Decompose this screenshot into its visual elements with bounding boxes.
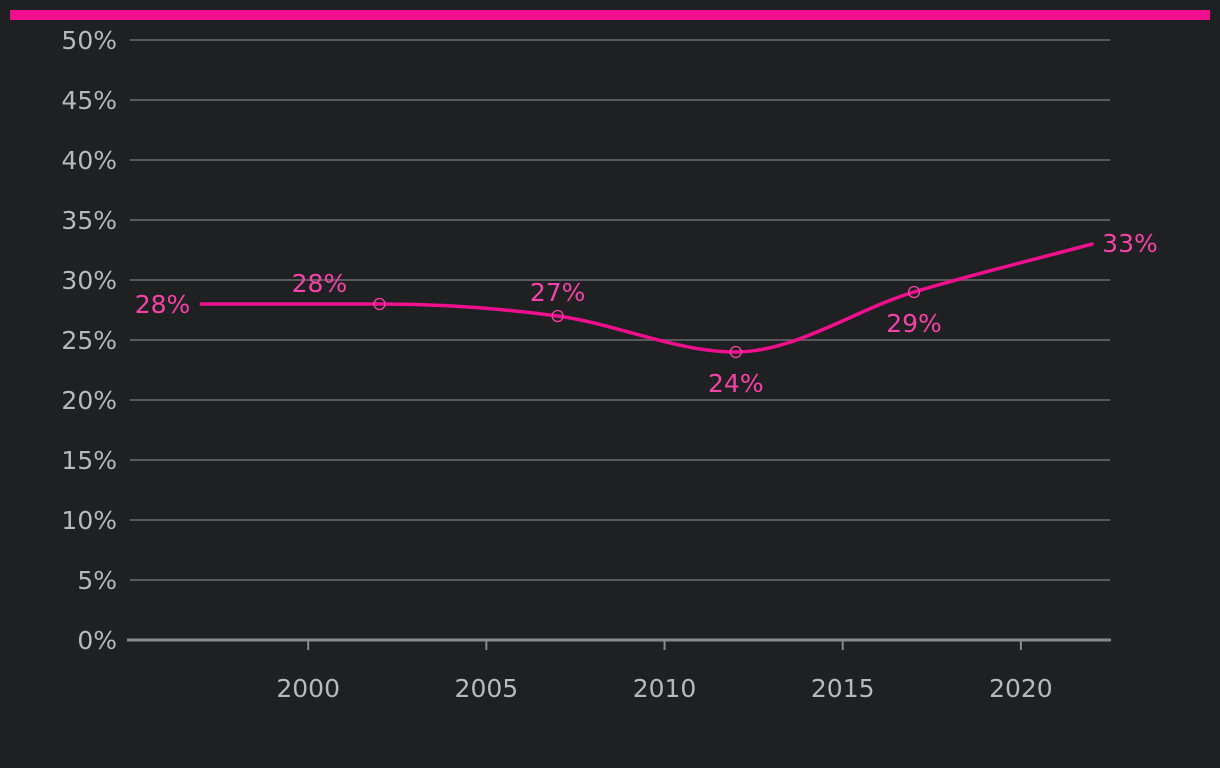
data-label: 24%	[708, 369, 764, 398]
x-tick-label: 2020	[989, 674, 1053, 703]
y-tick-label: 50%	[61, 26, 117, 55]
y-axis: 0% 5% 10% 15% 20% 25% 30% 35% 40% 45% 50%	[61, 26, 117, 655]
gridlines	[130, 39, 1110, 581]
data-label: 29%	[886, 309, 942, 338]
data-labels: 28% 28% 27% 24% 29% 33%	[135, 229, 1158, 398]
y-tick-label: 15%	[61, 446, 117, 475]
x-tick-label: 2010	[633, 674, 697, 703]
data-point	[907, 285, 921, 299]
x-axis: 2000 2005 2010 2015 2020	[127, 638, 1111, 703]
data-label: 28%	[135, 290, 191, 319]
y-tick-label: 30%	[61, 266, 117, 295]
y-tick-label: 10%	[61, 506, 117, 535]
series-group	[199, 242, 1094, 359]
x-tick-label: 2005	[455, 674, 519, 703]
x-tick-label: 2000	[276, 674, 340, 703]
y-tick-label: 35%	[61, 206, 117, 235]
y-tick-label: 0%	[77, 626, 117, 655]
y-tick-label: 25%	[61, 326, 117, 355]
data-label: 28%	[292, 269, 348, 298]
series-line	[199, 242, 1094, 354]
data-point	[373, 297, 386, 311]
y-tick-label: 20%	[61, 386, 117, 415]
data-label: 27%	[530, 278, 586, 307]
data-point	[551, 309, 564, 323]
data-label: 33%	[1102, 229, 1158, 258]
data-point	[729, 345, 742, 359]
accent-bar	[10, 10, 1210, 20]
x-tick-label: 2015	[811, 674, 875, 703]
y-tick-label: 40%	[61, 146, 117, 175]
y-tick-label: 45%	[61, 86, 117, 115]
y-tick-label: 5%	[77, 566, 117, 595]
